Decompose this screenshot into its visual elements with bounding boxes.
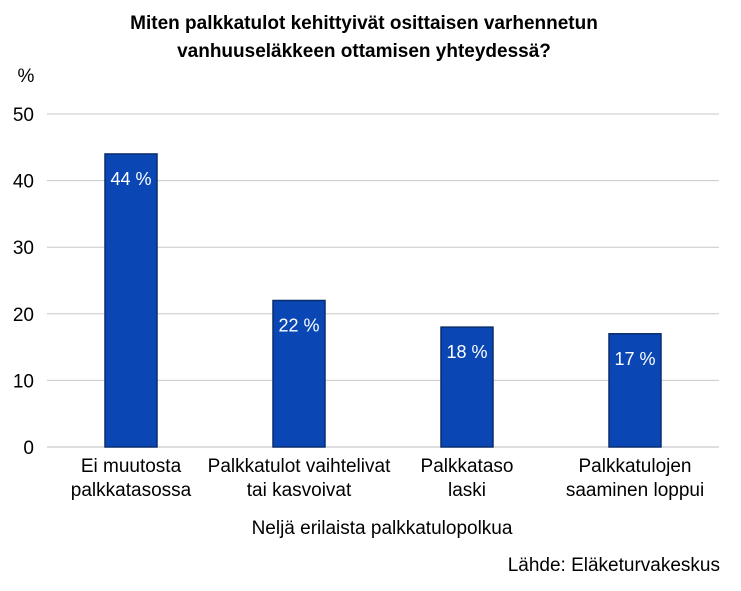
source-note: Lähde: Eläketurvakeskus	[508, 555, 720, 576]
y-axis-ticks: 0 10 20 30 40 50	[13, 105, 34, 459]
x-category-label-4-line-2: saaminen loppui	[566, 480, 704, 501]
data-label-2: 22 %	[278, 315, 319, 335]
data-label-1: 44 %	[110, 169, 151, 189]
bars	[104, 153, 662, 448]
x-axis-categories: Ei muutosta palkkatasossa Palkkatulot vaih…	[71, 456, 704, 501]
data-label-4: 17 %	[614, 349, 655, 369]
y-tick-label-30: 30	[13, 238, 34, 259]
chart-title-line-2: vanhuuseläkkeen ottamisen yhteydessä?	[177, 41, 551, 62]
x-axis-title: Neljä erilaista palkkatulopolkua	[252, 518, 513, 539]
y-axis-unit-label: %	[18, 66, 35, 87]
bar-3	[440, 326, 494, 448]
bar-4	[608, 333, 662, 448]
data-labels: 44 % 22 % 18 % 17 %	[110, 169, 655, 369]
x-category-label-4-line-1: Palkkatulojen	[578, 456, 691, 477]
y-tick-label-0: 0	[23, 438, 34, 459]
bar-1	[104, 153, 158, 448]
bar-2	[272, 299, 326, 448]
x-category-label-3-line-2: laski	[448, 480, 486, 501]
chart-title-line-1: Miten palkkatulot kehittyivät osittaisen…	[130, 13, 598, 34]
y-tick-label-50: 50	[13, 105, 34, 126]
gridlines	[47, 113, 719, 448]
y-tick-label-40: 40	[13, 172, 34, 193]
x-category-label-3-line-1: Palkkataso	[421, 456, 514, 477]
y-tick-label-10: 10	[13, 371, 34, 392]
data-label-3: 18 %	[446, 342, 487, 362]
x-category-label-1-line-2: palkkatasossa	[71, 480, 192, 501]
x-category-label-2-line-1: Palkkatulot vaihtelivat	[208, 456, 391, 477]
x-category-label-1-line-1: Ei muutosta	[81, 456, 182, 477]
y-tick-label-20: 20	[13, 305, 34, 326]
x-category-label-2-line-2: tai kasvoivat	[247, 480, 352, 501]
